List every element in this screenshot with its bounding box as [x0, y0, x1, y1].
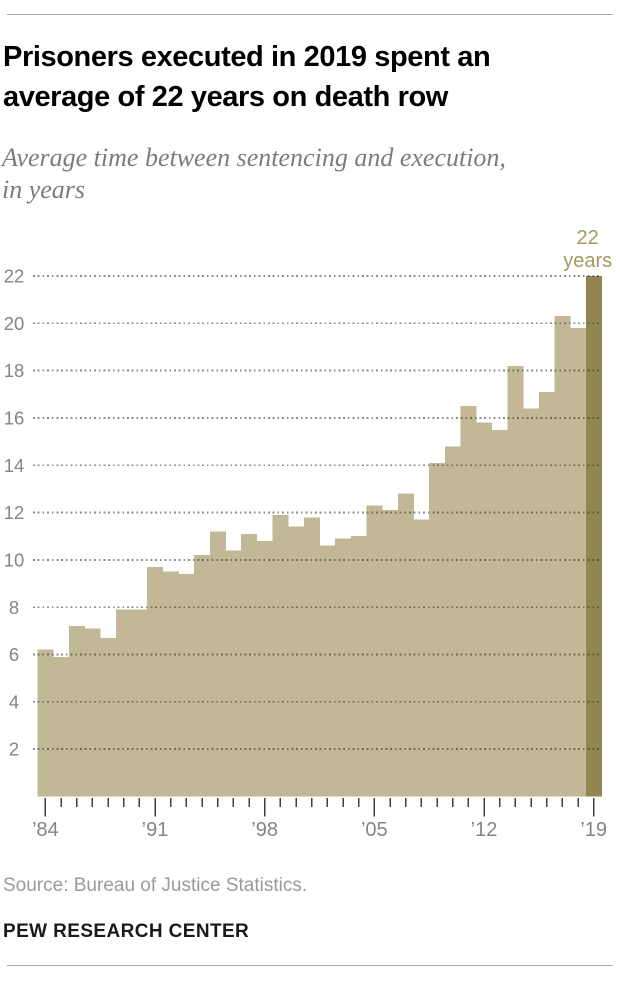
bar-1988 [100, 637, 117, 797]
bar-2003 [335, 538, 352, 797]
bar-2018 [570, 328, 587, 797]
bar-2007 [397, 493, 414, 797]
bar-1986 [68, 626, 85, 797]
bar-1985 [53, 656, 70, 797]
bar-2009 [429, 462, 446, 797]
bar-2016 [538, 391, 555, 797]
bar-1995 [209, 531, 226, 797]
x-tick-label-2012: ’12 [471, 819, 498, 841]
x-tick-label-1998: ’98 [251, 819, 278, 841]
bar-2008 [413, 519, 430, 797]
bar-1990 [131, 609, 148, 797]
annotation-line-1: 22 [577, 227, 599, 249]
bar-1998 [256, 540, 273, 797]
y-tick-label-6: 6 [9, 644, 19, 665]
bar-1996 [225, 550, 242, 797]
bar-2002 [319, 545, 336, 797]
bar-chart-svg: 246810121416182022’84’91’98’05’12’1922ye… [4, 227, 612, 841]
bar-2000 [288, 526, 305, 797]
y-tick-label-14: 14 [4, 455, 25, 476]
bar-2017 [554, 316, 571, 797]
bar-1992 [162, 571, 179, 797]
bar-2014 [507, 365, 524, 797]
y-axis-labels: 2 4 6 8 10 12 14 16 18 20 22 [4, 266, 25, 760]
bar-2011 [460, 406, 477, 797]
bar-2001 [303, 517, 320, 797]
bar-1994 [194, 555, 211, 797]
y-tick-label-12: 12 [4, 502, 25, 523]
bar-chart: 2 4 6 8 10 12 14 16 18 20 22’84’91’98’05’12’19 22 ye… [0, 220, 620, 845]
bar-1989 [115, 609, 132, 797]
bar-1999 [272, 514, 289, 797]
bar-2015 [523, 408, 540, 797]
y-tick-label-20: 20 [4, 313, 25, 334]
y-tick-label-22: 22 [4, 266, 25, 287]
bar-2004 [350, 536, 367, 797]
x-axis-ticks [44, 798, 595, 817]
chart-subtitle: Average time between sentencing and exec… [2, 142, 612, 206]
x-tick-label-1984: ’84 [32, 819, 59, 841]
brand-footer: PEW RESEARCH CENTER [3, 921, 250, 942]
title-line-2: average of 22 years on death row [3, 81, 448, 113]
bar-2019 [585, 276, 602, 797]
y-tick-label-2: 2 [9, 739, 19, 760]
y-tick-label-16: 16 [4, 408, 25, 429]
bar-2006 [382, 510, 399, 797]
source-note: Source: Bureau of Justice Statistics. [3, 875, 308, 896]
bar-2010 [444, 446, 461, 797]
x-axis-labels: ’84 ’91 ’98 ’05 ’12 ’19 [32, 819, 607, 841]
x-tick-label-2005: ’05 [361, 819, 388, 841]
top-divider [7, 14, 613, 15]
bars-group [37, 276, 602, 797]
page-title: Prisoners executed in 2019 spent an aver… [3, 37, 613, 117]
y-tick-label-10: 10 [4, 549, 25, 570]
bar-1993 [178, 574, 195, 797]
bar-1987 [84, 628, 101, 797]
x-tick-label-1991: ’91 [142, 819, 169, 841]
y-tick-label-8: 8 [9, 597, 19, 618]
bar-1991 [147, 566, 164, 797]
bottom-divider [7, 965, 613, 966]
subtitle-line-2: in years [2, 175, 86, 204]
bar-1997 [241, 533, 258, 797]
bar-2005 [366, 505, 383, 797]
bar-2013 [491, 429, 508, 797]
title-line-1: Prisoners executed in 2019 spent an [3, 41, 491, 73]
annotation-line-2: years [563, 250, 612, 272]
subtitle-line-1: Average time between sentencing and exec… [2, 143, 506, 172]
bar-1984 [37, 649, 54, 797]
gridlines-group [33, 275, 602, 750]
y-tick-label-18: 18 [4, 360, 25, 381]
x-tick-label-2019: ’19 [580, 819, 607, 841]
bar-2012 [476, 422, 493, 797]
y-tick-label-4: 4 [9, 691, 19, 712]
